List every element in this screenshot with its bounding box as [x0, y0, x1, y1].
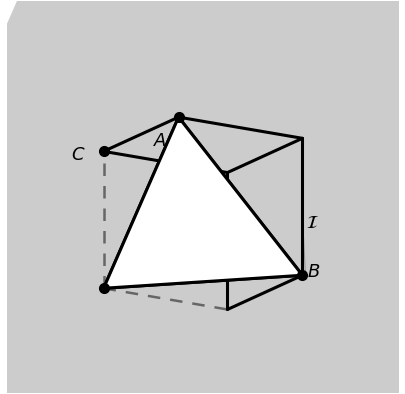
Polygon shape	[103, 117, 302, 288]
Text: $B$: $B$	[307, 263, 320, 281]
Text: $C$: $C$	[71, 146, 85, 164]
Text: $\mathcal{I}$: $\mathcal{I}$	[305, 214, 318, 232]
Polygon shape	[103, 117, 302, 288]
Text: $A$: $A$	[153, 132, 167, 150]
